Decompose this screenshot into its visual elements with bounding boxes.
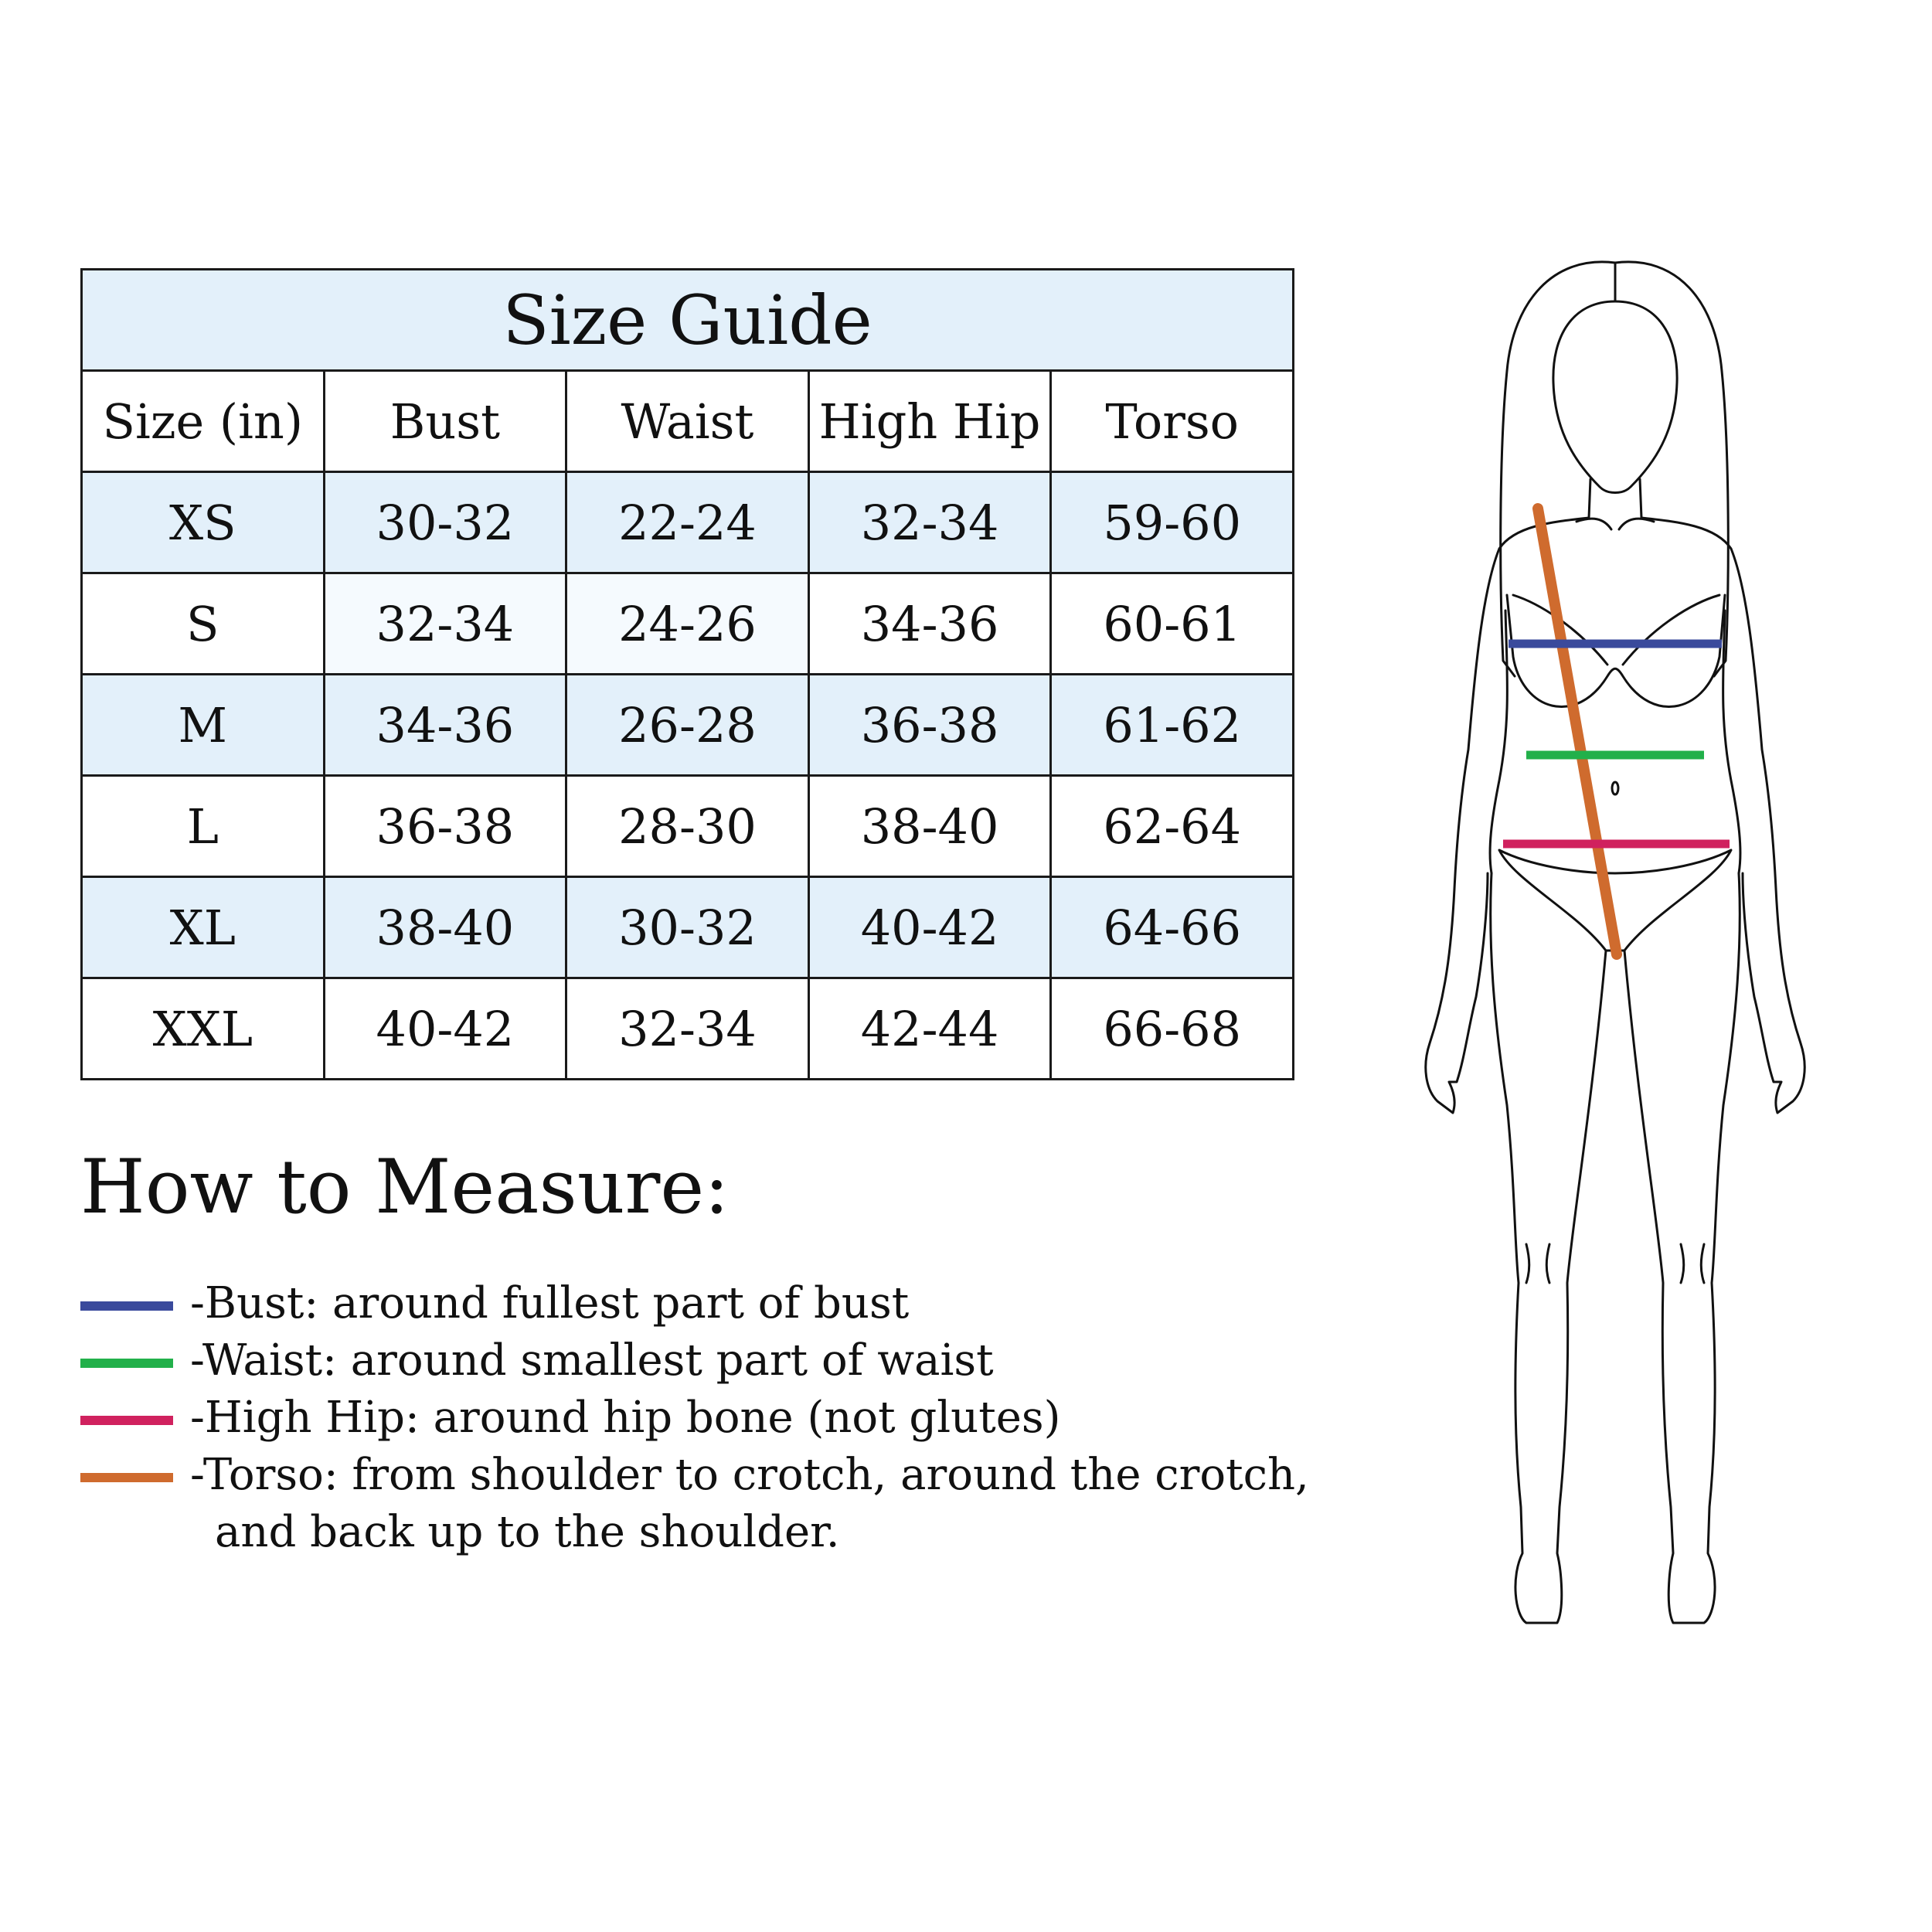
waist-line-swatch bbox=[80, 1359, 173, 1368]
cell-waist: 26-28 bbox=[565, 673, 810, 777]
header-waist: Waist bbox=[565, 369, 810, 473]
cell-bust: 40-42 bbox=[322, 977, 568, 1080]
header-torso: Torso bbox=[1049, 369, 1294, 473]
cell-high-hip: 38-40 bbox=[807, 774, 1053, 878]
torso-text-line-2: and back up to the shoulder. bbox=[215, 1507, 840, 1557]
torso-line-swatch bbox=[80, 1473, 173, 1482]
table-row: XL 38-40 30-32 40-42 64-66 bbox=[80, 876, 1294, 979]
cell-waist: 22-24 bbox=[565, 471, 810, 574]
cell-torso: 66-68 bbox=[1049, 977, 1294, 1080]
legend-item-waist: -Waist: around smallest part of waist bbox=[80, 1332, 1309, 1389]
legend-item-high-hip: -High Hip: around hip bone (not glutes) bbox=[80, 1389, 1309, 1447]
body-figure-illustration bbox=[1424, 260, 1806, 1624]
legend-text-high-hip: -High Hip: around hip bone (not glutes) bbox=[190, 1393, 1061, 1443]
how-to-measure-heading: How to Measure: bbox=[80, 1144, 730, 1230]
cell-size: M bbox=[80, 673, 325, 777]
cell-torso: 59-60 bbox=[1049, 471, 1294, 574]
header-size: Size (in) bbox=[80, 369, 325, 473]
knee-marks bbox=[1525, 1243, 1706, 1284]
legend-item-torso: -Torso: from shoulder to crotch, around … bbox=[80, 1447, 1309, 1557]
cell-size: XS bbox=[80, 471, 325, 574]
right-arm-outline bbox=[1640, 516, 1806, 1114]
cell-waist: 28-30 bbox=[565, 774, 810, 878]
cell-torso: 61-62 bbox=[1049, 673, 1294, 777]
cell-bust: 34-36 bbox=[322, 673, 568, 777]
cell-high-hip: 42-44 bbox=[807, 977, 1053, 1080]
collarbone-lines bbox=[1575, 517, 1655, 531]
cell-high-hip: 36-38 bbox=[807, 673, 1053, 777]
left-arm-outline bbox=[1424, 516, 1590, 1114]
cell-torso: 60-61 bbox=[1049, 572, 1294, 675]
navel bbox=[1611, 781, 1620, 796]
torso-right-side bbox=[1722, 609, 1742, 875]
cell-torso: 62-64 bbox=[1049, 774, 1294, 878]
hair-outline bbox=[1499, 260, 1730, 678]
table-title: Size Guide bbox=[80, 268, 1294, 372]
measurement-legend: -Bust: around fullest part of bust -Wais… bbox=[80, 1275, 1309, 1557]
neck-outline bbox=[1587, 478, 1643, 519]
legend-text-waist: -Waist: around smallest part of waist bbox=[190, 1335, 994, 1386]
table-row: XXL 40-42 32-34 42-44 66-68 bbox=[80, 977, 1294, 1080]
high-hip-line-swatch bbox=[80, 1416, 173, 1425]
torso-measure-line bbox=[1532, 503, 1622, 960]
legend-text-torso: -Torso: from shoulder to crotch, around … bbox=[190, 1447, 1309, 1561]
cell-waist: 24-26 bbox=[565, 572, 810, 675]
cell-size: S bbox=[80, 572, 325, 675]
cell-high-hip: 34-36 bbox=[807, 572, 1053, 675]
header-high-hip: High Hip bbox=[807, 369, 1053, 473]
table-row: L 36-38 28-30 38-40 62-64 bbox=[80, 774, 1294, 878]
legend-item-bust: -Bust: around fullest part of bust bbox=[80, 1275, 1309, 1332]
torso-left-side bbox=[1488, 609, 1509, 875]
cell-size: XXL bbox=[80, 977, 325, 1080]
bust-line-swatch bbox=[80, 1301, 173, 1311]
cell-bust: 36-38 bbox=[322, 774, 568, 878]
table-row: M 34-36 26-28 36-38 61-62 bbox=[80, 673, 1294, 777]
cell-bust: 38-40 bbox=[322, 876, 568, 979]
cell-waist: 32-34 bbox=[565, 977, 810, 1080]
left-leg-outline bbox=[1489, 872, 1607, 1624]
cell-bust: 30-32 bbox=[322, 471, 568, 574]
cell-bust: 32-34 bbox=[322, 572, 568, 675]
torso-text-line-1: -Torso: from shoulder to crotch, around … bbox=[190, 1450, 1309, 1500]
face-outline bbox=[1552, 300, 1679, 494]
cell-high-hip: 32-34 bbox=[807, 471, 1053, 574]
underwear-outline bbox=[1498, 849, 1733, 952]
size-guide-table: Size Guide Size (in) Bust Waist High Hip… bbox=[80, 268, 1294, 1080]
cell-size: L bbox=[80, 774, 325, 878]
bra-outline bbox=[1505, 594, 1726, 708]
legend-text-bust: -Bust: around fullest part of bust bbox=[190, 1278, 910, 1328]
cell-torso: 64-66 bbox=[1049, 876, 1294, 979]
table-title-row: Size Guide bbox=[80, 268, 1294, 372]
table-row: S 32-34 24-26 34-36 60-61 bbox=[80, 572, 1294, 675]
cell-waist: 30-32 bbox=[565, 876, 810, 979]
table-header-row: Size (in) Bust Waist High Hip Torso bbox=[80, 369, 1294, 473]
table-row: XS 30-32 22-24 32-34 59-60 bbox=[80, 471, 1294, 574]
right-leg-outline bbox=[1623, 872, 1741, 1624]
header-bust: Bust bbox=[322, 369, 568, 473]
cell-high-hip: 40-42 bbox=[807, 876, 1053, 979]
cell-size: XL bbox=[80, 876, 325, 979]
